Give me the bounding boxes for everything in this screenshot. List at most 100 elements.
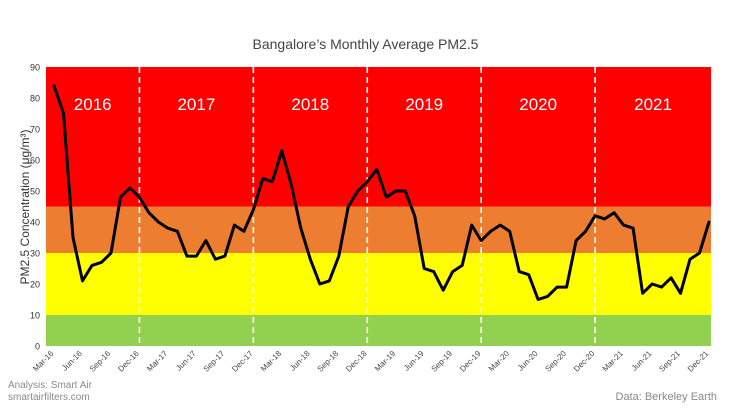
x-tick-label: Sep-19 xyxy=(430,349,455,374)
data-point xyxy=(271,180,274,183)
data-point xyxy=(252,208,255,211)
x-tick-label: Mar-20 xyxy=(487,349,512,374)
data-point xyxy=(90,264,94,267)
year-label: 2017 xyxy=(177,95,215,114)
data-point xyxy=(527,273,530,276)
data-point xyxy=(176,230,179,233)
data-point xyxy=(650,282,654,286)
data-point xyxy=(603,217,606,221)
data-point xyxy=(204,239,208,242)
data-point xyxy=(698,251,701,255)
data-point xyxy=(62,112,65,115)
series-line xyxy=(52,84,711,301)
data-point xyxy=(318,282,322,286)
chart-title: Bangalore’s Monthly Average PM2.5 xyxy=(252,36,479,52)
x-tick-label: Dec-19 xyxy=(458,349,483,374)
data-point xyxy=(309,258,312,261)
x-tick-label: Jun-17 xyxy=(174,349,198,373)
x-tick-label: Jun-18 xyxy=(288,349,312,373)
x-tick-label: Sep-18 xyxy=(316,349,341,374)
data-point xyxy=(109,251,113,255)
band-0 xyxy=(46,315,711,346)
x-tick-label: Sep-21 xyxy=(657,349,682,374)
year-label: 2018 xyxy=(291,95,329,114)
y-tick-label: 80 xyxy=(30,94,40,104)
data-point xyxy=(52,84,56,87)
data-point xyxy=(233,223,236,227)
data-point xyxy=(508,230,511,233)
data-point xyxy=(688,258,692,261)
data-point xyxy=(612,211,616,214)
analysis-credit: Analysis: Smart Air smartairfilters.com xyxy=(8,380,92,404)
data-point xyxy=(185,254,189,258)
data-point xyxy=(565,285,568,289)
data-point xyxy=(337,254,340,258)
data-point xyxy=(375,168,378,171)
data-point xyxy=(128,186,132,190)
data-point xyxy=(280,149,284,152)
data-point xyxy=(385,196,388,199)
y-tick-label: 50 xyxy=(30,187,40,197)
x-tick-label: Dec-21 xyxy=(686,349,711,374)
data-point xyxy=(423,267,426,270)
data-point xyxy=(707,220,711,224)
data-point xyxy=(593,214,597,217)
data-point xyxy=(328,279,331,283)
data-point xyxy=(394,189,397,193)
x-tick-label: Jun-19 xyxy=(402,349,426,373)
data-point xyxy=(679,292,682,295)
y-tick-label: 70 xyxy=(30,125,40,135)
y-tick-label: 20 xyxy=(30,280,40,290)
band-2 xyxy=(46,206,711,253)
data-point xyxy=(290,183,293,186)
data-point xyxy=(536,298,540,301)
data-point xyxy=(451,270,454,273)
year-label: 2021 xyxy=(634,95,672,114)
data-point xyxy=(546,295,549,298)
data-point xyxy=(498,223,502,227)
x-tick-label: Dec-20 xyxy=(572,349,597,374)
x-tick-label: Mar-21 xyxy=(601,349,626,374)
y-tick-label: 0 xyxy=(35,342,40,352)
data-point xyxy=(261,177,265,180)
band-1 xyxy=(46,253,711,315)
data-point xyxy=(242,230,246,233)
data-point xyxy=(442,289,445,292)
data-point xyxy=(223,254,227,258)
data-point xyxy=(669,276,673,279)
band-3 xyxy=(46,67,711,207)
x-tick-label: Dec-17 xyxy=(230,349,255,374)
data-point xyxy=(432,270,435,273)
x-tick-label: Sep-17 xyxy=(202,349,227,374)
y-tick-label: 10 xyxy=(30,311,40,321)
data-point xyxy=(555,285,559,289)
data-point xyxy=(366,180,369,183)
data-point xyxy=(119,196,122,199)
year-label: 2016 xyxy=(74,95,112,114)
data-point xyxy=(347,205,350,208)
data-point xyxy=(461,264,464,267)
data-point xyxy=(622,223,625,227)
data-point xyxy=(660,285,663,289)
x-tick-label: Dec-16 xyxy=(116,349,141,374)
x-tick-label: Jun-21 xyxy=(630,349,654,373)
y-tick-label: 90 xyxy=(30,63,40,73)
data-point xyxy=(299,227,303,230)
data-point xyxy=(81,279,84,283)
data-point xyxy=(479,239,483,242)
data-point xyxy=(157,220,160,224)
data-point xyxy=(147,211,151,214)
y-tick-label: 30 xyxy=(30,249,40,259)
data-point xyxy=(517,270,521,273)
data-point xyxy=(584,230,587,233)
site-text: smartairfilters.com xyxy=(8,392,90,403)
data-point xyxy=(404,189,407,193)
year-label: 2019 xyxy=(405,95,443,114)
data-point xyxy=(138,196,141,199)
x-tick-label: Mar-19 xyxy=(373,349,398,374)
data-point xyxy=(574,239,578,242)
y-tick-label: 40 xyxy=(30,218,40,228)
data-point xyxy=(356,189,359,193)
data-point xyxy=(489,230,492,233)
